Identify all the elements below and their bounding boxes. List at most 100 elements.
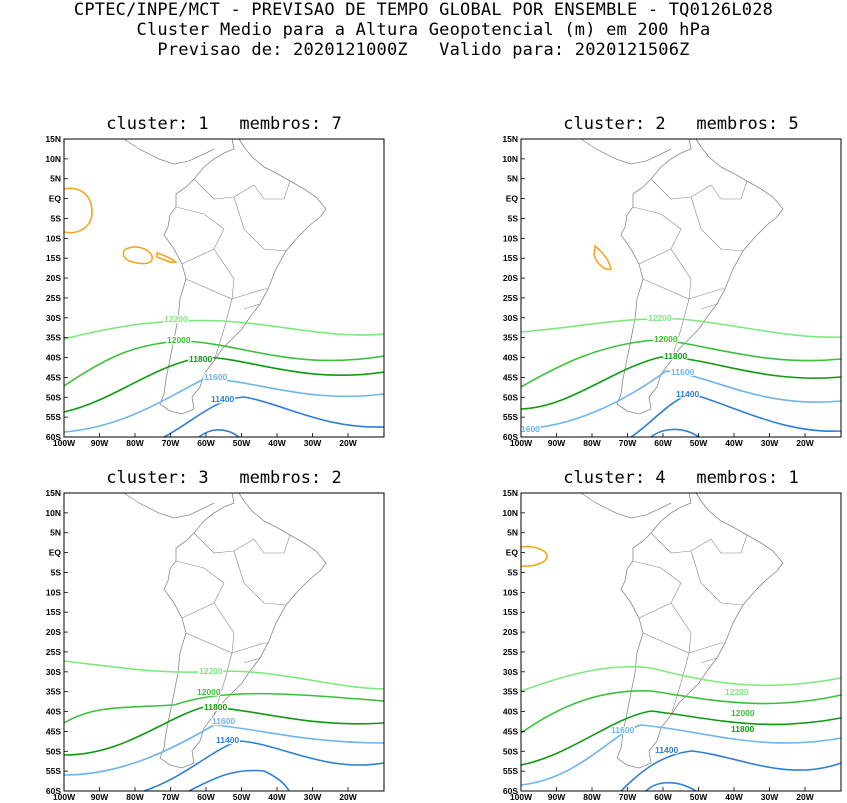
lat-tick-label: 40S (503, 707, 518, 717)
lon-tick-label: 40W (725, 438, 743, 448)
contour-11400 (143, 740, 385, 792)
lon-tick-label: 60W (197, 792, 215, 802)
lat-tick-label: 40S (46, 353, 61, 363)
lat-tick-label: 10S (46, 587, 61, 597)
panel-2-lat-axis: 15N 10N 5N EQ 5S 10S 15S 20S 25S 30S 35S 40S 45S 50S 5… (502, 134, 525, 442)
lat-tick-label: 25S (46, 293, 61, 303)
contour-12200 (63, 660, 385, 690)
lon-tick-label: 50W (233, 438, 251, 448)
lat-tick-label: 25S (503, 293, 518, 303)
lon-tick-label: 60W (654, 438, 672, 448)
lat-tick-label: 5N (507, 174, 518, 184)
country-border (670, 652, 690, 716)
lat-tick-label: 5N (50, 528, 61, 538)
lat-tick-label: 15S (46, 607, 61, 617)
lat-tick-label: 20S (46, 627, 61, 637)
lat-tick-label: 55S (503, 766, 518, 776)
label-12000: 12000 (167, 335, 191, 345)
country-border (632, 560, 682, 619)
panel-1-contour-labels: 12200 12000 11800 11600 11400 (163, 313, 236, 406)
panel-3-title: cluster: 3 membros: 2 (106, 468, 342, 488)
lat-tick-label: 10N (502, 154, 518, 164)
lon-tick-label: 20W (339, 438, 357, 448)
label-11800: 11800 (204, 702, 227, 712)
lat-tick-label: 55S (46, 412, 61, 422)
contour-11200 (198, 429, 240, 438)
lat-tick-label: EQ (506, 548, 519, 558)
lat-tick-label: 15S (503, 607, 518, 617)
lat-tick-label: 50S (503, 392, 518, 402)
lon-tick-label: 50W (690, 792, 708, 802)
lat-tick-label: 40S (503, 353, 518, 363)
lat-tick-label: EQ (49, 548, 62, 558)
label-11600b: 1600 (521, 424, 540, 434)
panel-3-coastline (123, 492, 327, 769)
south-america-coastline (159, 492, 327, 769)
contour-12200 (520, 317, 842, 338)
lat-tick-label: 30S (503, 667, 518, 677)
contour-11800 (63, 356, 385, 413)
panel-3-contour-labels: 12200 12000 11800 11600 11400 (196, 665, 241, 747)
contour-12200 (520, 665, 842, 692)
panel-4-contour-labels: 12200 12000 11800 11600 11400 (610, 686, 756, 757)
lon-tick-label: 50W (690, 438, 708, 448)
label-11600: 11600 (671, 367, 694, 377)
panel-4-coastline (580, 492, 784, 769)
panel-3-frame (63, 492, 385, 792)
central-america-coastline (123, 492, 215, 519)
country-border (213, 652, 233, 716)
lat-tick-label: 45S (46, 726, 61, 736)
contour-11800 (520, 356, 842, 410)
country-border (700, 657, 718, 664)
label-11400: 11400 (655, 745, 678, 755)
label-12200: 12200 (164, 314, 188, 324)
south-america-coastline (616, 492, 784, 769)
header-line-1: CPTEC/INPE/MCT - PREVISAO DE TEMPO GLOBA… (73, 0, 774, 20)
lat-tick-label: 55S (503, 412, 518, 422)
country-border (233, 196, 287, 252)
contour-11600 (63, 378, 385, 433)
contour-12000 (63, 340, 385, 387)
map-panel-4: 12200 12000 11800 11600 11400 15N 10N 5N EQ… (502, 488, 842, 802)
map-panel-3: 12200 12000 11800 11600 11400 15N 10N 5N EQ… (45, 488, 385, 802)
label-11800: 11800 (731, 724, 754, 734)
lat-tick-label: 15N (502, 488, 518, 498)
lon-tick-label: 50W (233, 792, 251, 802)
central-america-coastline (580, 492, 672, 519)
country-border (185, 602, 235, 654)
country-border (175, 560, 225, 619)
panel-1-title: cluster: 1 membros: 7 (106, 114, 342, 134)
lon-tick-label: 30W (304, 792, 322, 802)
label-12000: 12000 (197, 687, 221, 697)
lon-tick-label: 90W (548, 792, 566, 802)
lon-tick-label: 30W (761, 438, 779, 448)
lat-tick-label: 25S (46, 647, 61, 657)
lat-tick-label: 10S (503, 233, 518, 243)
lat-tick-label: 5S (508, 567, 519, 577)
lat-tick-label: 5S (51, 213, 62, 223)
lon-tick-label: 20W (796, 438, 814, 448)
lat-tick-label: 60S (46, 786, 61, 796)
lat-tick-label: 50S (46, 392, 61, 402)
country-border (253, 534, 291, 554)
label-11600: 11600 (212, 716, 235, 726)
lon-tick-label: 20W (796, 792, 814, 802)
panel-1-frame (63, 138, 385, 438)
country-border (642, 602, 692, 654)
lat-tick-label: 15N (502, 134, 518, 144)
lon-tick-label: 70W (162, 792, 180, 802)
lon-tick-label: 100W (510, 438, 533, 448)
lat-tick-label: 60S (46, 432, 61, 442)
contour-11600 (520, 724, 842, 786)
lat-tick-label: 40S (46, 707, 61, 717)
contour-11800 (520, 710, 842, 766)
lat-tick-label: 5N (507, 528, 518, 538)
country-border (710, 180, 748, 200)
lat-tick-label: 45S (503, 372, 518, 382)
lat-tick-label: 5S (508, 213, 519, 223)
contour-11600 (520, 370, 842, 430)
country-border (193, 532, 255, 554)
header-line-3: Previsao de: 2020121000Z Valido para: 20… (157, 40, 690, 60)
country-border (710, 534, 748, 554)
panel-4-contours (520, 545, 842, 792)
